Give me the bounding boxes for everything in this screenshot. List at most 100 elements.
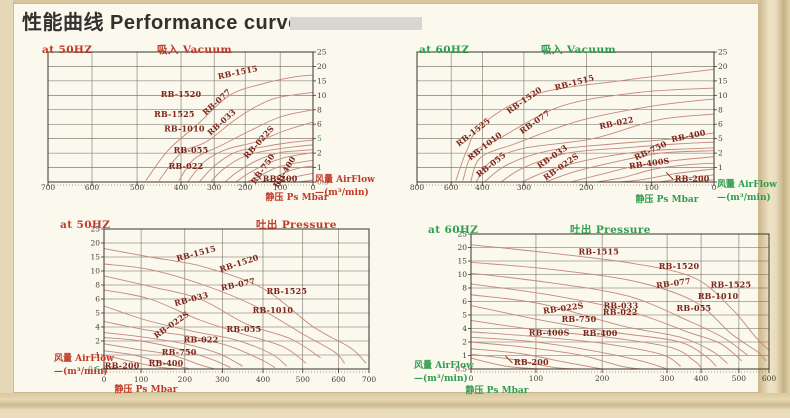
y-tick-label: 0.5: [455, 365, 467, 374]
x-tick-label: 0: [311, 183, 316, 192]
x-tick-label: 200: [595, 374, 610, 383]
x-tick-label: 500: [130, 183, 145, 192]
curve-RB-022S: [224, 149, 314, 183]
airflow-axis-unit: —(m³/min): [315, 187, 369, 198]
curve-label-RB-022: RB-022: [598, 114, 634, 131]
x-tick-label: 300: [207, 183, 222, 192]
curve-RB-1520: [103, 263, 345, 364]
chart-svg-pressure-50hz: 0 100 200 300 400 500 600 700 25 20 15 10 8 6 5 4 2 1 0.5 R…: [54, 218, 377, 395]
curve-RB-1520: [158, 91, 314, 181]
curve-label-leader: [253, 172, 262, 180]
curve-label-RB-750: RB-750: [162, 347, 197, 357]
x-tick-label: 400: [694, 374, 709, 383]
x-tick-label: 600: [444, 183, 459, 192]
chart-type-label: 吐出 Pressure: [570, 223, 651, 236]
curve-label-RB-400: RB-400: [670, 127, 706, 144]
curve-label-RB-1520: RB-1520: [659, 261, 700, 271]
airflow-axis-label: 风量 AirFlow: [717, 178, 777, 190]
x-tick-label: 300: [660, 374, 675, 383]
curve-RB-033: [470, 319, 702, 369]
y-tick-label: 25: [90, 225, 100, 234]
x-tick-label: 600: [85, 183, 100, 192]
chart-pressure-60hz: 0 100 200 300 400 500 600 25 20 15 10 8 6 5 4 2 1 0.5 RB-1…: [412, 220, 790, 418]
y-tick-label: 5: [317, 134, 322, 143]
y-tick-label: 0.5: [718, 178, 730, 187]
curve-RB-022S: [103, 332, 243, 367]
page-edge-right: [759, 0, 790, 409]
curve-RB-055: [545, 150, 715, 183]
y-tick-label: 6: [95, 295, 100, 304]
curve-label-RB-1520: RB-1520: [161, 89, 202, 99]
curve-label-RB-1515: RB-1515: [579, 246, 620, 256]
content-sheet: 性能曲线 Performance curve 700 600 500 400 300 20…: [13, 3, 777, 396]
curve-label-RB-055: RB-055: [174, 145, 209, 155]
curve-RB-033: [198, 139, 314, 183]
chart-svg-vacuum-60hz: 800 600 400 300 200 100 0 25 20 15 10 8 6 5 2 1 0.5 RB-15…: [410, 44, 777, 205]
curve-label-RB-022: RB-022: [169, 161, 204, 171]
y-tick-label: 20: [90, 239, 100, 248]
x-tick-label: 400: [174, 183, 189, 192]
x-tick-label: 300: [215, 375, 230, 384]
curve-label-RB-055: RB-055: [677, 303, 712, 313]
x-tick-label: 0: [469, 374, 474, 383]
chart-freq-label: at 60HZ: [428, 224, 478, 236]
y-tick-label: 1: [317, 163, 322, 172]
chart-svg-vacuum-50hz: 700 600 500 400 300 200 100 0 25 20 15 10 8 6 5 2 1 0.5 RB…: [41, 44, 375, 203]
chart-type-label: 吸入 Vacuum: [541, 44, 616, 56]
x-tick-label: 600: [762, 374, 777, 383]
curve-label-RB-1525: RB-1525: [711, 279, 752, 289]
curve-label-RB-1525: RB-1525: [267, 286, 308, 296]
curve-RB-077: [103, 275, 321, 359]
x-tick-label: 0: [712, 183, 717, 192]
curve-RB-400: [618, 168, 715, 183]
x-tick-label: 600: [331, 375, 346, 384]
curve-label-RB-1515: RB-1515: [217, 63, 259, 81]
scanned-catalog-page: { "page": { "title": "性能曲线 Performance c…: [0, 0, 790, 409]
x-tick-label: 100: [529, 374, 544, 383]
x-tick-label: 100: [273, 183, 288, 192]
x-tick-label: 700: [362, 375, 377, 384]
y-tick-label: 6: [317, 120, 322, 129]
y-tick-label: 8: [317, 105, 322, 114]
curve-label-RB-022: RB-022: [603, 307, 638, 317]
y-tick-label: 2: [317, 149, 322, 158]
x-tick-label: 400: [256, 375, 271, 384]
y-tick-label: 8: [462, 284, 467, 293]
y-tick-label: 0.5: [317, 178, 329, 187]
curve-RB-055: [470, 305, 717, 367]
curve-RB-1515: [470, 244, 770, 351]
curve-RB-055: [103, 337, 231, 369]
x-tick-label: 700: [41, 183, 56, 192]
y-tick-label: 10: [718, 91, 728, 100]
curve-RB-1525: [103, 289, 307, 364]
plot-border: [47, 51, 314, 183]
curve-RB-077: [470, 98, 715, 183]
y-tick-label: 6: [462, 297, 467, 306]
y-tick-label: 2: [95, 337, 100, 346]
airflow-axis-label: 风量 AirFlow: [315, 173, 375, 185]
y-tick-label: 20: [718, 62, 728, 71]
y-tick-label: 2: [718, 149, 723, 158]
curve-label-RB-1010: RB-1010: [253, 305, 294, 315]
x-tick-label: 200: [238, 183, 253, 192]
chart-type-label: 吐出 Pressure: [256, 218, 337, 231]
y-tick-label: 1: [718, 163, 723, 172]
curve-RB-022S: [470, 336, 668, 370]
y-tick-label: 5: [95, 309, 100, 318]
y-tick-label: 15: [90, 253, 100, 262]
pressure-axis-label: 静压 Ps Mbar: [466, 384, 529, 396]
curve-label-RB-1010: RB-1010: [164, 123, 205, 133]
chart-vacuum-50hz: 700 600 500 400 300 200 100 0 25 20 15 10 8 6 5 2 1 0.5 RB…: [32, 40, 406, 221]
curve-RB-1515: [103, 248, 367, 364]
chart-vacuum-60hz: 800 600 400 300 200 100 0 25 20 15 10 8 6 5 2 1 0.5 RB-15…: [407, 40, 787, 223]
title-decoration-bar: [290, 17, 422, 30]
chart-pressure-50hz: 0 100 200 300 400 500 600 700 25 20 15 10 8 6 5 4 2 1 0.5 R…: [34, 214, 408, 418]
curve-RB-022: [103, 343, 216, 370]
curve-label-RB-200: RB-200: [105, 360, 140, 370]
curve-label-RB-1515: RB-1515: [553, 72, 595, 92]
x-tick-label: 300: [517, 183, 532, 192]
page-edge-left: [0, 0, 13, 409]
curve-label-RB-1515: RB-1515: [175, 243, 217, 263]
y-tick-label: 25: [317, 48, 327, 57]
curve-label-RB-055: RB-055: [227, 324, 262, 334]
